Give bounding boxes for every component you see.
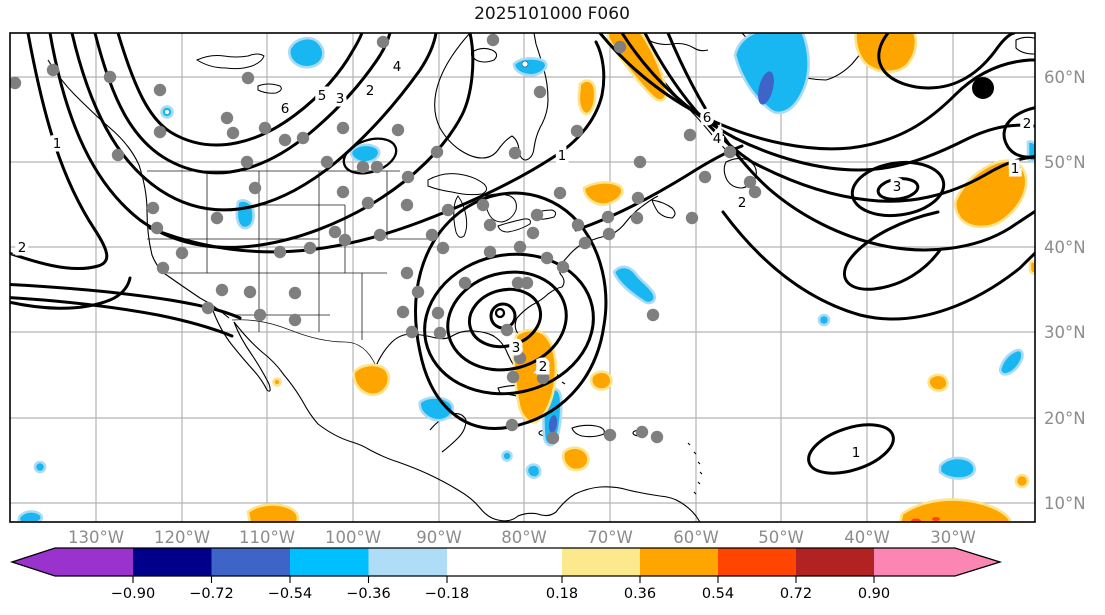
page-title: 2025101000 F060 xyxy=(474,4,630,24)
svg-text:10°N: 10°N xyxy=(1044,494,1086,513)
svg-text:100°W: 100°W xyxy=(325,528,381,547)
svg-text:5: 5 xyxy=(318,88,327,104)
svg-text:110°W: 110°W xyxy=(239,528,295,547)
station-dots xyxy=(10,33,762,445)
negative-shading-patches xyxy=(17,33,1035,522)
svg-text:40°W: 40°W xyxy=(844,528,890,547)
svg-text:50°W: 50°W xyxy=(758,528,804,547)
svg-text:50°N: 50°N xyxy=(1044,153,1086,172)
svg-text:60°W: 60°W xyxy=(673,528,719,547)
svg-text:2: 2 xyxy=(738,195,747,211)
svg-text:6: 6 xyxy=(281,101,290,117)
svg-text:0.72: 0.72 xyxy=(780,586,812,602)
svg-text:1: 1 xyxy=(1011,161,1020,177)
svg-text:20°N: 20°N xyxy=(1044,409,1086,428)
svg-text:6: 6 xyxy=(703,110,712,126)
svg-text:40°N: 40°N xyxy=(1044,238,1086,257)
svg-text:0.90: 0.90 xyxy=(858,586,890,602)
svg-text:4: 4 xyxy=(713,131,722,147)
svg-text:0.18: 0.18 xyxy=(546,586,578,602)
state-borders xyxy=(147,170,430,367)
svg-text:130°W: 130°W xyxy=(68,528,124,547)
longitude-axis-labels: 130°W 120°W 110°W 100°W 90°W 80°W 70°W 60°W 50°W… xyxy=(68,528,976,547)
svg-text:60°N: 60°N xyxy=(1044,68,1086,87)
svg-text:1: 1 xyxy=(53,136,62,152)
svg-text:30°N: 30°N xyxy=(1044,323,1086,342)
svg-text:1: 1 xyxy=(852,445,861,461)
svg-text:0.54: 0.54 xyxy=(702,586,734,602)
svg-text:−0.18: −0.18 xyxy=(425,586,469,602)
svg-text:3: 3 xyxy=(893,179,902,195)
svg-text:2: 2 xyxy=(539,359,548,375)
svg-text:80°W: 80°W xyxy=(501,528,547,547)
map-frame xyxy=(9,32,1036,523)
svg-text:70°W: 70°W xyxy=(587,528,633,547)
latitude-axis-labels: 60°N 50°N 40°N 30°N 20°N 10°N xyxy=(1044,68,1086,513)
svg-text:2: 2 xyxy=(366,83,375,99)
colorbar: −0.90 −0.72 −0.54 −0.36 −0.18 0.18 0.36 0.54 0.7… xyxy=(9,547,1003,602)
contour-lines xyxy=(10,33,1035,475)
coastlines xyxy=(47,33,1035,522)
svg-text:3: 3 xyxy=(512,340,521,356)
svg-text:−0.36: −0.36 xyxy=(346,586,390,602)
svg-text:2: 2 xyxy=(18,240,27,256)
svg-text:4: 4 xyxy=(393,59,402,75)
svg-text:0.36: 0.36 xyxy=(624,586,656,602)
svg-text:2: 2 xyxy=(1023,116,1032,132)
svg-text:−0.90: −0.90 xyxy=(111,586,155,602)
highlight-dot-marker xyxy=(972,77,994,99)
svg-text:120°W: 120°W xyxy=(154,528,210,547)
svg-text:1: 1 xyxy=(558,148,567,164)
svg-text:30°W: 30°W xyxy=(930,528,976,547)
svg-text:90°W: 90°W xyxy=(416,528,462,547)
svg-text:3: 3 xyxy=(336,91,345,107)
svg-text:−0.72: −0.72 xyxy=(189,586,233,602)
svg-text:−0.54: −0.54 xyxy=(268,586,312,602)
